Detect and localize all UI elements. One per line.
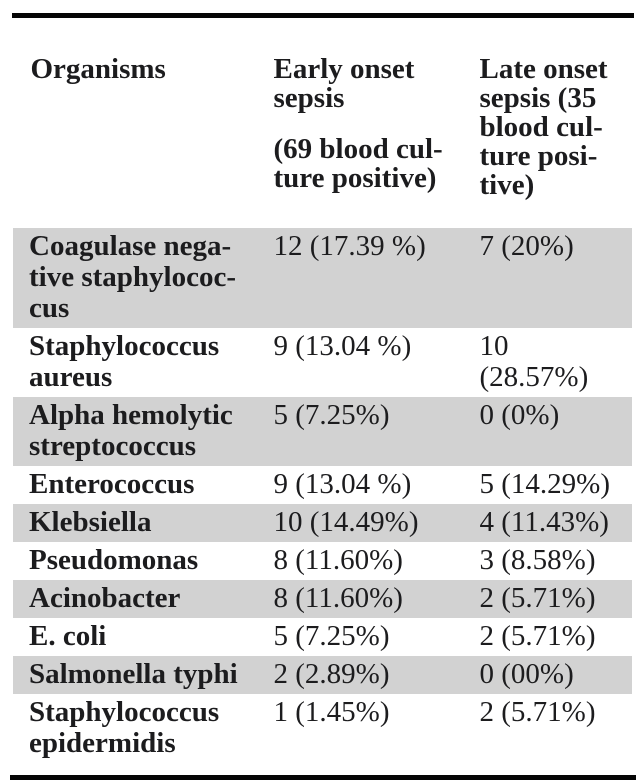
- organism-cell: Salmonella typhi: [10, 656, 274, 694]
- table-row: Alpha hemolytic streptococcus 5 (7.25%) …: [10, 397, 636, 466]
- early-onset-cell: 10 (14.49%): [273, 504, 480, 542]
- column-header-label: Early onset sepsis: [273, 53, 415, 114]
- column-header-late-onset: Late onset sepsis (35 blood cul- ture po…: [480, 16, 634, 229]
- late-onset-cell: 3 (8.58%): [479, 542, 636, 580]
- organism-cell: Pseudomonas: [10, 542, 274, 580]
- late-onset-cell: 7 (20%): [479, 228, 636, 328]
- early-onset-cell: 8 (11.60%): [273, 580, 480, 618]
- late-onset-cell: 10 (28.57%): [479, 328, 636, 397]
- organism-cell: Staphylococcus epidermidis: [10, 694, 274, 778]
- organism-cell: E. coli: [10, 618, 274, 656]
- column-header-label: Late onset sepsis (35 blood cul- ture po…: [479, 53, 608, 201]
- column-header-early-onset: Early onset sepsis (69 blood cul- ture p…: [274, 16, 480, 229]
- table-row: Acinobacter 8 (11.60%) 2 (5.71%): [10, 580, 636, 618]
- early-onset-cell: 2 (2.89%): [273, 656, 480, 694]
- organism-cell: Staphylococcus aureus: [10, 328, 274, 397]
- organism-cell: Coagulase nega- tive staphylococ- cus: [10, 228, 274, 328]
- organisms-table-wrapper: Organisms Early onset sepsis (69 blood c…: [10, 13, 636, 780]
- early-onset-cell: 12 (17.39 %): [273, 228, 480, 328]
- organism-cell: Acinobacter: [10, 580, 274, 618]
- organism-cell: Klebsiella: [10, 504, 274, 542]
- late-onset-cell: 0 (00%): [479, 656, 636, 694]
- table-row: Klebsiella 10 (14.49%) 4 (11.43%): [10, 504, 636, 542]
- late-onset-cell: 0 (0%): [479, 397, 636, 466]
- header-row: Organisms Early onset sepsis (69 blood c…: [12, 16, 634, 229]
- organism-cell: Enterococcus: [10, 466, 274, 504]
- late-onset-cell: 5 (14.29%): [479, 466, 636, 504]
- late-onset-cell: 2 (5.71%): [479, 580, 636, 618]
- table-row: Pseudomonas 8 (11.60%) 3 (8.58%): [10, 542, 636, 580]
- column-header-sublabel: (69 blood cul- ture positive): [273, 133, 443, 194]
- early-onset-cell: 5 (7.25%): [273, 620, 390, 652]
- late-onset-cell: 2 (5.71%): [479, 694, 636, 778]
- table-row: Staphylococcus aureus 9 (13.04 %) 10 (28…: [10, 328, 636, 397]
- late-onset-cell: 2 (5.71%): [479, 618, 636, 656]
- table-row: Salmonella typhi 2 (2.89%) 0 (00%): [10, 656, 636, 694]
- page: { "table": { "columns": [ { "label": "Or…: [10, 13, 636, 780]
- table-row: Staphylococcus epidermidis 1 (1.45%) 2 (…: [10, 694, 636, 778]
- early-onset-cell: 9 (13.04 %): [273, 330, 412, 362]
- early-onset-cell: 5 (7.25%): [273, 397, 480, 466]
- organism-cell: Alpha hemolytic streptococcus: [10, 397, 274, 466]
- late-onset-cell: 4 (11.43%): [479, 504, 636, 542]
- table-row: Enterococcus 9 (13.04 %) 5 (14.29%): [10, 466, 636, 504]
- table-row: Coagulase nega- tive staphylococ- cus 12…: [10, 228, 636, 328]
- early-onset-cell: 1 (1.45%): [273, 696, 390, 728]
- table-row: E. coli 5 (7.25%) 2 (5.71%): [10, 618, 636, 656]
- early-onset-cell: 9 (13.04 %): [273, 468, 412, 500]
- column-header-organisms: Organisms: [12, 16, 274, 229]
- organisms-table: Organisms Early onset sepsis (69 blood c…: [10, 13, 636, 780]
- early-onset-cell: 8 (11.60%): [273, 544, 403, 576]
- column-header-label: Organisms: [30, 53, 166, 85]
